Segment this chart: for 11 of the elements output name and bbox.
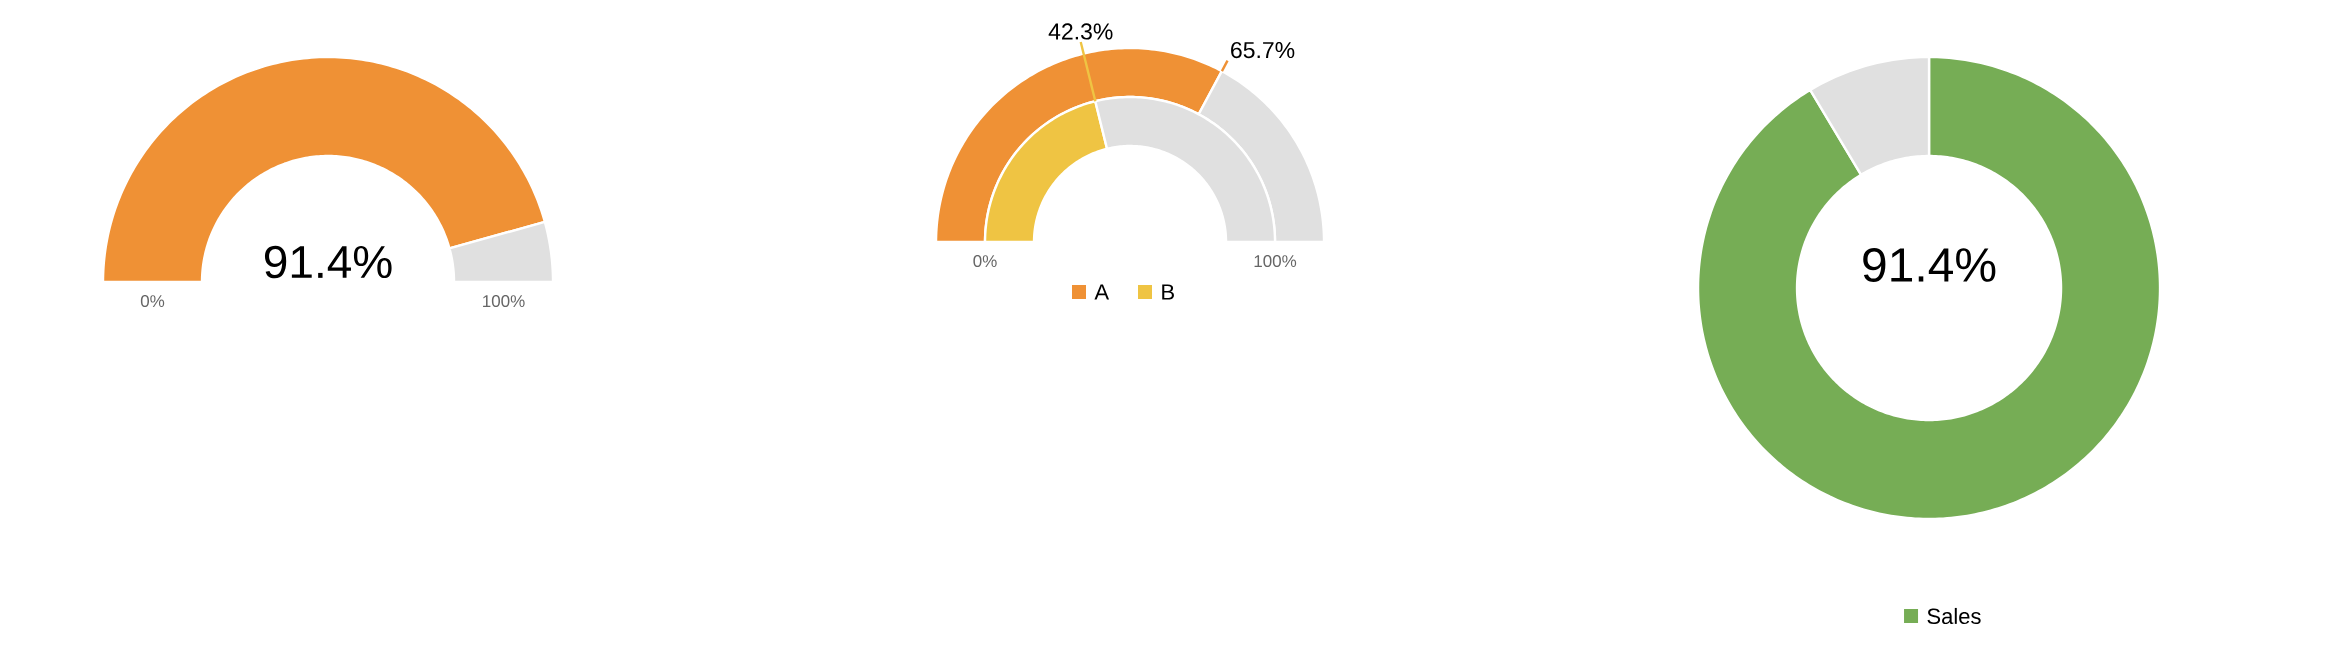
legend-label: A [1094, 284, 1110, 300]
data-label: 91.4% [1863, 248, 1996, 282]
text: 0% [140, 295, 165, 308]
data-label: 65.7% [1231, 41, 1295, 59]
text: 100% [483, 295, 525, 308]
text: 100% [1254, 255, 1297, 268]
data-label: 42.3% [1048, 23, 1113, 40]
legend-label: Sales [1927, 607, 1981, 625]
legend-label: B [1162, 284, 1174, 300]
data-label: 91.4% [264, 245, 392, 279]
text: 0% [973, 255, 997, 268]
